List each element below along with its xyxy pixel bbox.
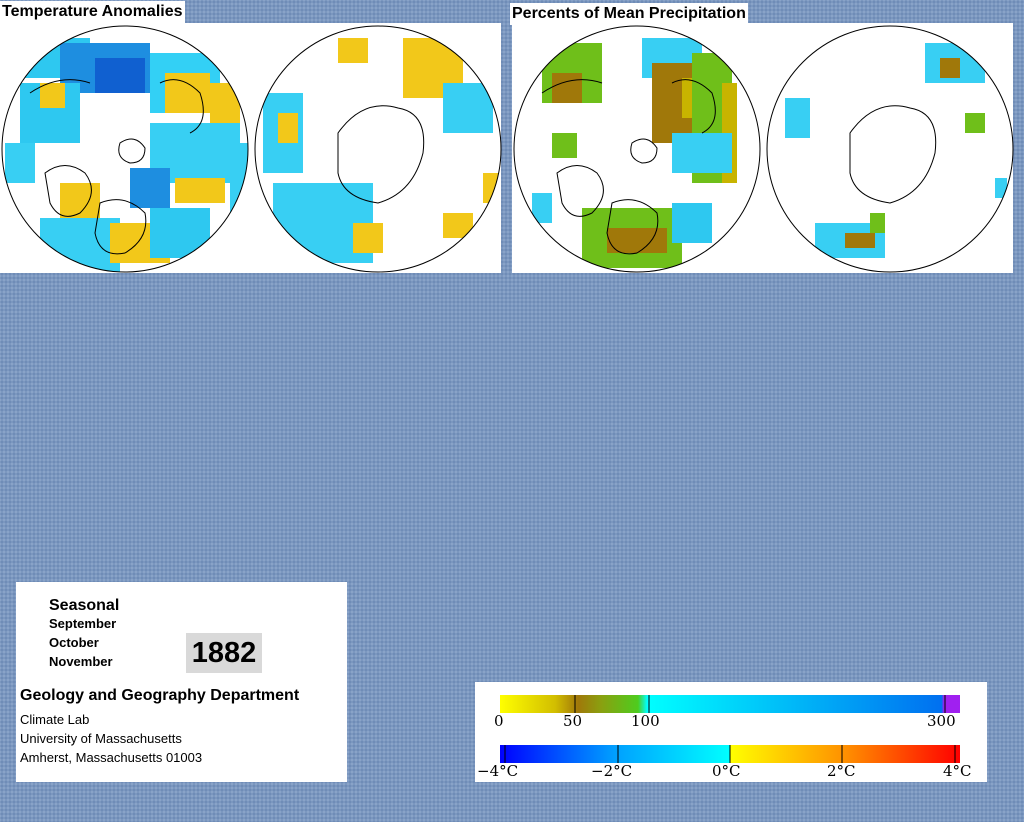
- info-box: Seasonal September October November 1882…: [16, 582, 347, 782]
- precipitation-southern-hemisphere-map: [766, 25, 1014, 273]
- temp-tick-0: 0°C: [712, 762, 741, 780]
- lab-line-1: Climate Lab: [20, 712, 90, 727]
- temp-tick-minus4: −4°C: [477, 762, 519, 780]
- precip-tick-0: 0: [494, 712, 504, 730]
- legend-box: 0 50 100 300 −4°C −2°C 0°C 2°C 4°C: [475, 682, 987, 782]
- precip-tick-50: 50: [563, 712, 583, 730]
- temperature-colorbar: [500, 745, 960, 763]
- year-display: 1882: [186, 633, 262, 673]
- precipitation-colorbar: [500, 695, 960, 713]
- precipitation-panel: [512, 23, 1014, 273]
- temperature-panel-title: Temperature Anomalies: [0, 1, 185, 23]
- month-3: November: [49, 654, 113, 669]
- lab-line-2: University of Massachusetts: [20, 731, 182, 746]
- period-type: Seasonal: [49, 597, 120, 614]
- department-name: Geology and Geography Department: [20, 687, 300, 704]
- month-2: October: [49, 635, 99, 650]
- temperature-northern-hemisphere-map: [1, 25, 249, 273]
- temp-tick-4: 4°C: [943, 762, 972, 780]
- temp-tick-2: 2°C: [827, 762, 856, 780]
- precipitation-northern-hemisphere-map: [513, 25, 761, 273]
- temperature-panel: [0, 23, 502, 273]
- temperature-southern-hemisphere-map: [254, 25, 502, 273]
- month-1: September: [49, 616, 117, 631]
- precip-tick-300: 300: [927, 712, 956, 730]
- precip-tick-100: 100: [631, 712, 660, 730]
- precipitation-panel-title: Percents of Mean Precipitation: [510, 3, 748, 25]
- lab-line-3: Amherst, Massachusetts 01003: [20, 750, 203, 765]
- temp-tick-minus2: −2°C: [591, 762, 633, 780]
